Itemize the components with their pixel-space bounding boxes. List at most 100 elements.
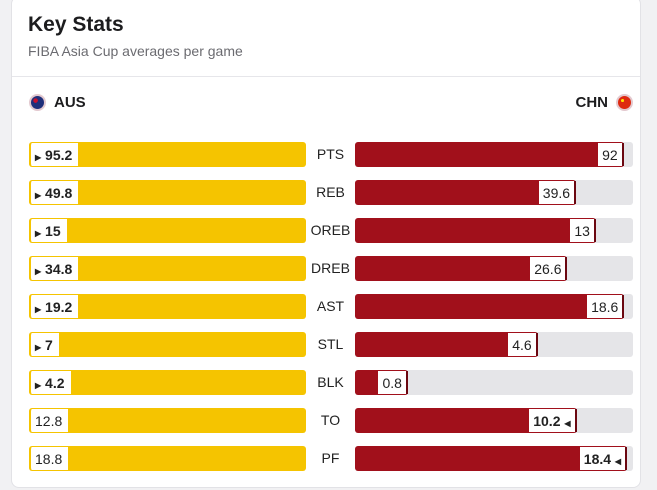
left-value-text: 15 bbox=[45, 223, 61, 239]
stat-row-dreb: ▶ 34.8 DREB 26.6 bbox=[12, 256, 640, 281]
right-track: 92 bbox=[355, 142, 633, 167]
left-value: ▶ 49.8 bbox=[29, 181, 79, 204]
right-bar: 18.6 bbox=[355, 294, 625, 319]
stat-label: OREB bbox=[310, 222, 351, 238]
stat-label: PF bbox=[321, 450, 340, 466]
key-stats-card: Key Stats FIBA Asia Cup averages per gam… bbox=[11, 0, 641, 488]
left-value-text: 7 bbox=[45, 337, 53, 353]
left-value: ▶ 34.8 bbox=[29, 257, 79, 280]
left-value-text: 19.2 bbox=[45, 299, 73, 315]
stat-row-to: 12.8 TO 10.2 ◀ bbox=[12, 408, 640, 433]
left-value-text: 49.8 bbox=[45, 185, 73, 201]
stat-row-stl: ▶ 7 STL 4.6 bbox=[12, 332, 640, 357]
left-bar: ▶ 19.2 bbox=[29, 294, 306, 319]
leader-marker-icon: ▶ bbox=[35, 381, 42, 390]
left-value: ▶ 95.2 bbox=[29, 143, 79, 166]
right-track: 39.6 bbox=[355, 180, 633, 205]
left-value-text: 18.8 bbox=[35, 451, 63, 467]
right-track: 4.6 bbox=[355, 332, 633, 357]
left-value: ▶ 7 bbox=[29, 333, 59, 356]
card-subtitle: FIBA Asia Cup averages per game bbox=[28, 43, 243, 59]
right-value-text: 26.6 bbox=[534, 261, 562, 277]
leader-marker-icon: ▶ bbox=[35, 267, 42, 276]
stat-label: AST bbox=[316, 298, 345, 314]
stat-row-pts: ▶ 95.2 PTS 92 bbox=[12, 142, 640, 167]
right-value-text: 13 bbox=[574, 223, 590, 239]
stat-row-reb: ▶ 49.8 REB 39.6 bbox=[12, 180, 640, 205]
right-track: 18.6 bbox=[355, 294, 633, 319]
stat-row-pf: 18.8 PF 18.4 ◀ bbox=[12, 446, 640, 471]
right-bar: 18.4 ◀ bbox=[355, 446, 628, 471]
left-value-text: 34.8 bbox=[45, 261, 73, 277]
stat-label: PTS bbox=[316, 146, 345, 162]
right-value-text: 10.2 bbox=[533, 413, 561, 429]
leader-marker-icon: ▶ bbox=[35, 153, 42, 162]
left-value: 18.8 bbox=[29, 447, 69, 470]
left-value-text: 4.2 bbox=[45, 375, 65, 391]
right-track: 10.2 ◀ bbox=[355, 408, 633, 433]
left-bar: ▶ 49.8 bbox=[29, 180, 306, 205]
left-bar: ▶ 15 bbox=[29, 218, 306, 243]
right-bar: 26.6 bbox=[355, 256, 568, 281]
right-bar: 10.2 ◀ bbox=[355, 408, 577, 433]
team-right-name: CHN bbox=[575, 94, 609, 111]
right-bar: 0.8 bbox=[355, 370, 408, 395]
left-bar: ▶ 4.2 bbox=[29, 370, 306, 395]
right-track: 0.8 bbox=[355, 370, 633, 395]
right-value-text: 0.8 bbox=[382, 375, 402, 391]
right-value-text: 39.6 bbox=[542, 185, 571, 201]
left-bar: ▶ 95.2 bbox=[29, 142, 306, 167]
right-value: 39.6 bbox=[538, 181, 577, 204]
team-right: CHN bbox=[575, 94, 633, 111]
stat-label: TO bbox=[320, 412, 341, 428]
leader-marker-icon: ▶ bbox=[35, 229, 42, 238]
left-bar: ▶ 7 bbox=[29, 332, 306, 357]
right-bar: 13 bbox=[355, 218, 596, 243]
right-value: 92 bbox=[598, 143, 624, 166]
left-bar: 18.8 bbox=[29, 446, 306, 471]
stat-row-oreb: ▶ 15 OREB 13 bbox=[12, 218, 640, 243]
australia-flag-icon bbox=[29, 94, 46, 111]
right-value-text: 18.6 bbox=[591, 299, 619, 315]
right-value: 0.8 bbox=[378, 371, 408, 394]
leader-marker-icon: ▶ bbox=[35, 305, 42, 314]
stat-label: STL bbox=[317, 336, 344, 352]
stat-label: DREB bbox=[311, 260, 350, 276]
right-value: 13 bbox=[570, 219, 596, 242]
right-value: 10.2 ◀ bbox=[529, 409, 577, 432]
right-bar: 39.6 bbox=[355, 180, 577, 205]
left-value: ▶ 19.2 bbox=[29, 295, 79, 318]
card-title: Key Stats bbox=[28, 13, 124, 36]
right-value-text: 4.6 bbox=[512, 337, 532, 353]
right-track: 18.4 ◀ bbox=[355, 446, 633, 471]
left-value: ▶ 15 bbox=[29, 219, 67, 242]
leader-marker-icon: ▶ bbox=[35, 191, 42, 200]
left-value-text: 95.2 bbox=[45, 147, 73, 163]
leader-marker-icon: ◀ bbox=[614, 457, 622, 466]
china-flag-icon bbox=[616, 94, 633, 111]
left-bar: 12.8 bbox=[29, 408, 306, 433]
stat-row-ast: ▶ 19.2 AST 18.6 bbox=[12, 294, 640, 319]
right-value-text: 18.4 bbox=[583, 451, 612, 467]
stat-label: REB bbox=[316, 184, 345, 200]
leader-marker-icon: ▶ bbox=[35, 343, 42, 352]
right-value-text: 92 bbox=[602, 147, 618, 163]
leader-marker-icon: ◀ bbox=[564, 419, 571, 428]
divider bbox=[12, 76, 640, 77]
right-value: 18.6 bbox=[587, 295, 625, 318]
left-value-text: 12.8 bbox=[35, 413, 63, 429]
left-value: 12.8 bbox=[29, 409, 69, 432]
stat-row-blk: ▶ 4.2 BLK 0.8 bbox=[12, 370, 640, 395]
stat-label: BLK bbox=[317, 374, 344, 390]
right-track: 13 bbox=[355, 218, 633, 243]
team-left-name: AUS bbox=[54, 94, 86, 111]
right-bar: 4.6 bbox=[355, 332, 538, 357]
left-value: ▶ 4.2 bbox=[29, 371, 71, 394]
right-track: 26.6 bbox=[355, 256, 633, 281]
right-value: 4.6 bbox=[508, 333, 538, 356]
left-bar: ▶ 34.8 bbox=[29, 256, 306, 281]
right-bar: 92 bbox=[355, 142, 624, 167]
right-value: 26.6 bbox=[530, 257, 568, 280]
team-left: AUS bbox=[29, 94, 86, 111]
right-value: 18.4 ◀ bbox=[579, 447, 628, 470]
